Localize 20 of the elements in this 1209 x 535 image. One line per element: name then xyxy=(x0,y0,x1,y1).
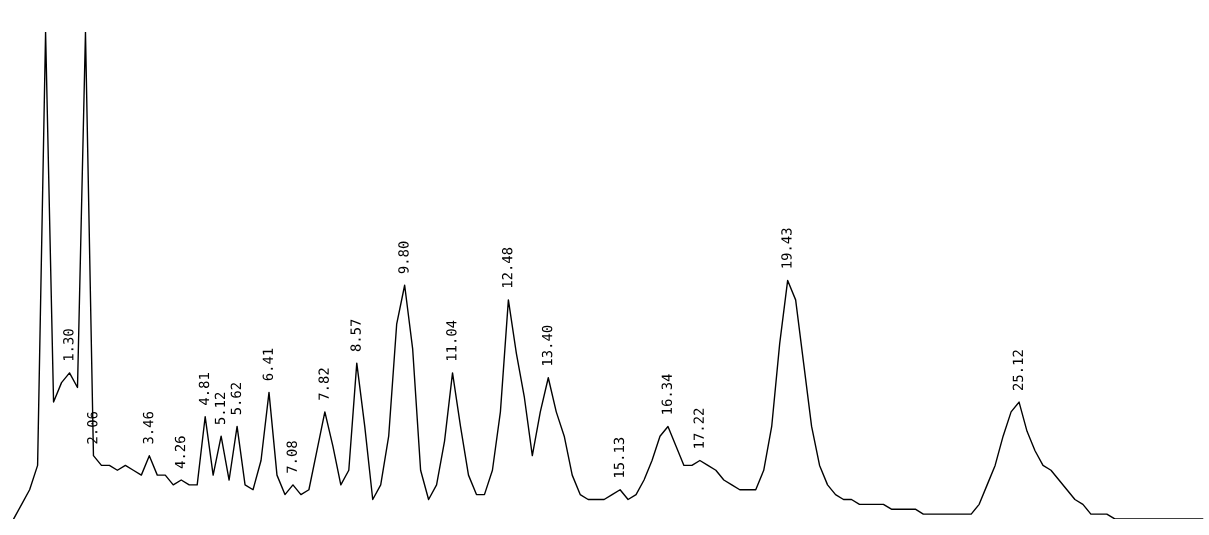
annotation: 9.80 xyxy=(398,241,409,274)
annotation: 12.48 xyxy=(501,247,513,288)
annotation: 15.13 xyxy=(613,437,625,477)
annotation: 25.12 xyxy=(1012,350,1024,390)
annotation: 13.40 xyxy=(541,325,553,365)
annotation: 6.41 xyxy=(262,348,274,381)
annotation: 4.81 xyxy=(198,373,210,405)
annotation: 2.06 xyxy=(87,412,98,444)
annotation: 7.82 xyxy=(318,368,329,400)
annotation: 16.34 xyxy=(661,374,673,414)
annotation: 8.57 xyxy=(350,319,361,352)
annotation: 11.04 xyxy=(446,320,457,361)
annotation: 4.26 xyxy=(174,436,186,469)
annotation: 7.08 xyxy=(286,441,298,473)
annotation: 17.22 xyxy=(693,408,704,448)
annotation: 19.43 xyxy=(781,228,792,268)
annotation: 1.30 xyxy=(63,329,74,361)
annotation: 5.12 xyxy=(214,392,226,425)
annotation: 3.46 xyxy=(142,412,154,444)
annotation: 5.62 xyxy=(230,383,242,415)
